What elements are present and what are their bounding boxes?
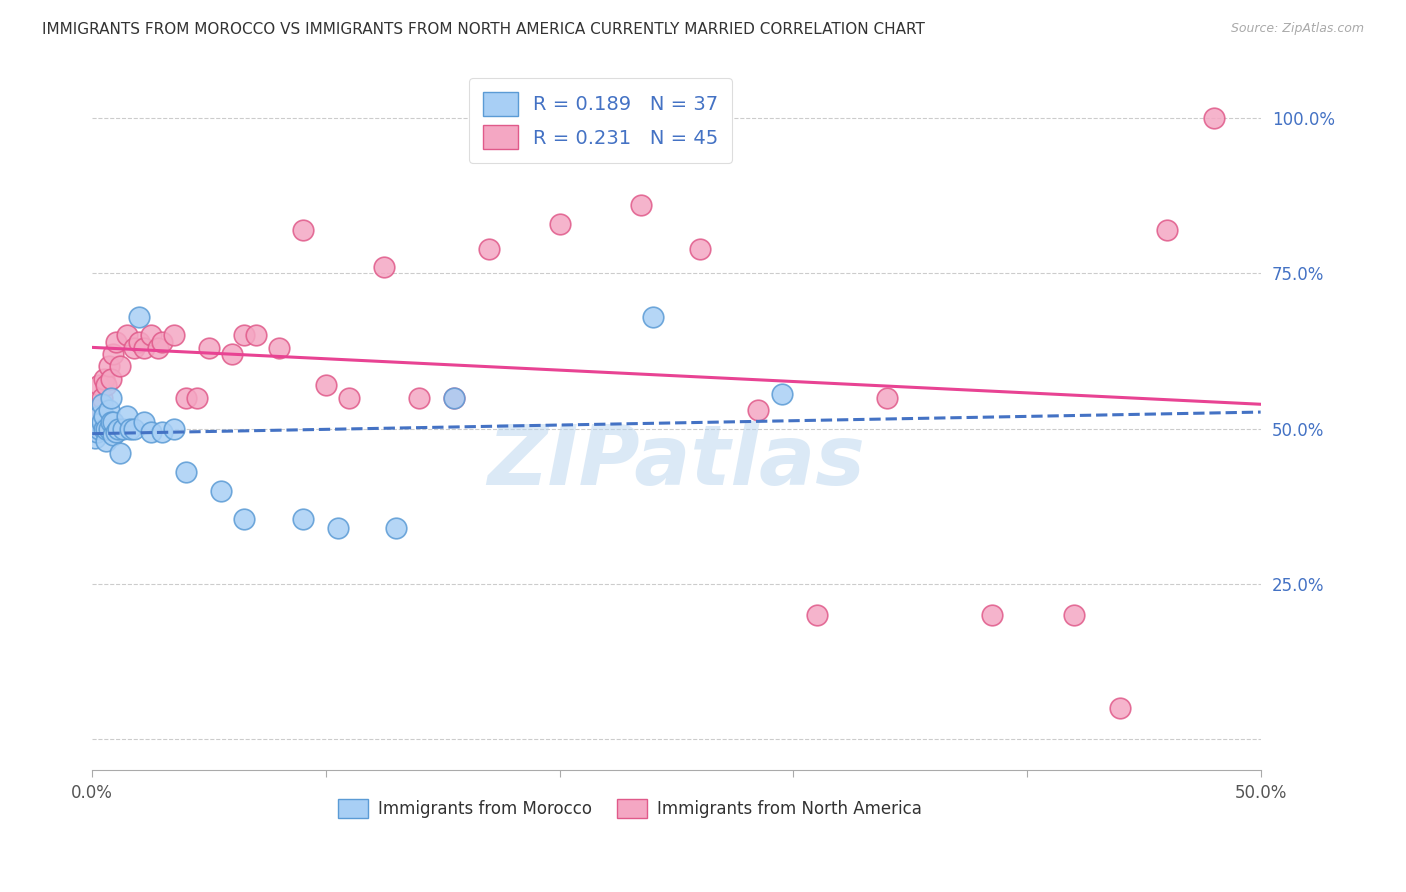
Point [103,347,125,361]
Point [291,223,314,237]
Point [103,416,125,430]
Point [132,416,155,430]
Point [90,391,112,405]
Point [97,403,120,417]
Point [93,421,115,435]
Point [408,391,430,405]
Point [689,242,711,256]
Point [221,347,243,361]
Point [1109,701,1132,715]
Point [198,341,221,355]
Point [245,328,267,343]
Point [150,334,173,349]
Point [111,421,134,435]
Point [443,391,465,405]
Text: Source: ZipAtlas.com: Source: ZipAtlas.com [1230,22,1364,36]
Point [118,421,141,435]
Point [122,341,145,355]
Point [876,391,898,405]
Point [233,511,256,525]
Point [110,446,132,460]
Point [595,111,617,125]
Point [139,328,162,343]
Point [443,391,465,405]
Point [315,378,337,392]
Point [103,427,125,442]
Point [128,334,150,349]
Point [291,511,314,525]
Point [96,378,118,392]
Point [337,391,360,405]
Point [115,409,138,424]
Point [90,416,112,430]
Point [630,198,652,212]
Point [1202,111,1225,125]
Point [385,521,408,535]
Point [1156,223,1178,237]
Point [150,425,173,439]
Point [86,425,108,439]
Point [83,421,105,435]
Point [186,391,208,405]
Point [89,421,111,435]
Point [100,416,122,430]
Point [980,607,1002,622]
Point [93,409,115,424]
Point [174,465,197,479]
Point [89,378,111,392]
Point [806,607,828,622]
Text: ZIPatlas: ZIPatlas [488,421,865,502]
Point [100,391,122,405]
Point [233,328,256,343]
Point [209,483,232,498]
Point [86,403,108,417]
Point [146,341,169,355]
Point [83,431,105,445]
Point [122,421,145,435]
Point [373,260,395,275]
Point [96,421,118,435]
Point [128,310,150,324]
Point [96,434,118,448]
Point [770,387,793,401]
Legend: Immigrants from Morocco, Immigrants from North America: Immigrants from Morocco, Immigrants from… [330,792,928,825]
Point [326,521,349,535]
Text: IMMIGRANTS FROM MOROCCO VS IMMIGRANTS FROM NORTH AMERICA CURRENTLY MARRIED CORRE: IMMIGRANTS FROM MOROCCO VS IMMIGRANTS FR… [42,22,925,37]
Point [100,372,122,386]
Point [132,341,155,355]
Point [163,328,186,343]
Point [104,425,127,439]
Point [478,242,501,256]
Point [104,334,127,349]
Point [107,421,129,435]
Point [163,421,186,435]
Point [174,391,197,405]
Point [110,359,132,374]
Point [93,372,115,386]
Point [1063,607,1085,622]
Point [89,409,111,424]
Point [269,341,291,355]
Point [641,310,664,324]
Point [90,397,112,411]
Point [747,403,769,417]
Point [139,425,162,439]
Point [97,359,120,374]
Point [97,421,120,435]
Point [548,217,571,231]
Point [115,328,138,343]
